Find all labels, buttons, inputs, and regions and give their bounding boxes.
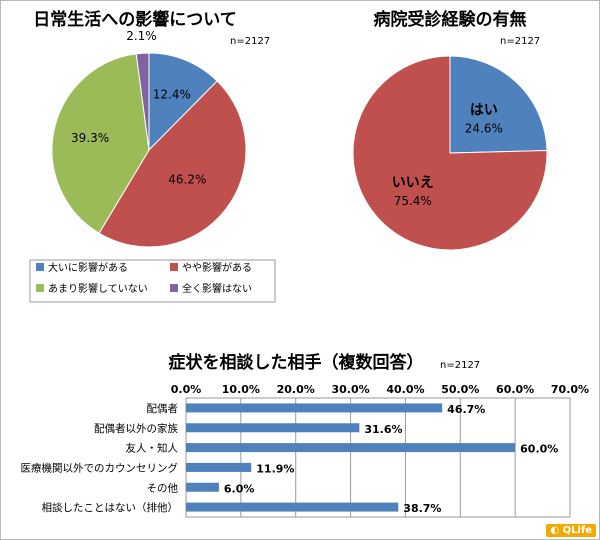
bar-tick-label-0: 0.0% bbox=[171, 383, 202, 396]
pie2-slice-label-1: 75.4% bbox=[394, 194, 432, 208]
bar-category-4: その他 bbox=[147, 481, 179, 494]
pie2-slice-label-0: 24.6% bbox=[465, 121, 503, 135]
pie2-slice-name-1: いいえ bbox=[392, 175, 434, 191]
bar-value-labels: 46.7% 31.6% 60.0% 11.9%6.0% 38.7% bbox=[224, 403, 558, 515]
bar-category-5: 相談したことはない（排他） bbox=[42, 501, 179, 514]
brand-text: QLife bbox=[562, 525, 592, 536]
bar-5 bbox=[186, 502, 399, 512]
pie1-legend-swatch-0 bbox=[36, 263, 44, 271]
bar-plot-border bbox=[185, 397, 571, 518]
brand-badge: ◐ QLife bbox=[546, 524, 596, 537]
pie1-legend-label-2: あまり影響していない bbox=[48, 282, 148, 295]
bar-value-0: 46.7% bbox=[447, 403, 485, 416]
pie1-legend-swatch-1 bbox=[170, 263, 178, 271]
pie1-slice-label-2: 39.3% bbox=[71, 131, 109, 145]
bar-tick-label-7: 70.0% bbox=[551, 383, 589, 396]
bar-category-2: 友人・知人 bbox=[126, 442, 179, 455]
bar-axis-ticks: 0.0% 10.0% 20.0% 30.0% 40.0% 50.0% 60.0% 70.0% bbox=[171, 383, 589, 396]
bar-tick-label-3: 30.0% bbox=[331, 383, 369, 396]
bar-tick-label-4: 40.0% bbox=[386, 383, 424, 396]
pie1-legend-swatch-2 bbox=[36, 284, 44, 292]
pie1-slice-3 bbox=[135, 52, 150, 151]
pie2-slice-1 bbox=[352, 55, 548, 251]
bar-2 bbox=[186, 443, 516, 453]
bar-0 bbox=[186, 403, 443, 413]
pie1-slice-2 bbox=[51, 53, 150, 234]
bar-tick-label-5: 50.0% bbox=[441, 383, 479, 396]
bar-gridlines bbox=[185, 397, 571, 518]
bar-category-labels: 配偶者配偶者以外の家族友人・知人医療機関以外でのカウンセリングその他相談したこと… bbox=[21, 402, 179, 514]
pie1-legend-label-0: 大いに影響がある bbox=[48, 261, 128, 274]
bar-value-4: 6.0% bbox=[224, 482, 255, 495]
pie1-slice-0 bbox=[148, 52, 218, 152]
pie1-labels: 12.4% 46.2% 39.3% 2.1% bbox=[71, 29, 206, 187]
pie1-n-label: n=2127 bbox=[230, 36, 270, 47]
bar-series bbox=[186, 403, 516, 512]
pie2-slice-name-0: はい bbox=[470, 102, 498, 118]
pie1-legend-label-3: 全く影響はない bbox=[182, 282, 252, 295]
bar-tick-label-2: 20.0% bbox=[277, 383, 315, 396]
pie2-slices bbox=[352, 55, 548, 251]
bar-4 bbox=[186, 482, 219, 492]
bar-category-0: 配偶者 bbox=[147, 402, 179, 415]
pie1-legend-swatch-3 bbox=[170, 284, 178, 292]
bar-value-3: 11.9% bbox=[256, 462, 294, 475]
bar-n-label: n=2127 bbox=[440, 360, 480, 371]
bar-tick-label-1: 10.0% bbox=[222, 383, 260, 396]
bar-category-3: 医療機関以外でのカウンセリング bbox=[21, 461, 179, 474]
pie2-slice-0 bbox=[449, 55, 548, 154]
pie1-slice-label-3: 2.1% bbox=[126, 29, 157, 43]
pie1-legend-label-1: やや影響がある bbox=[182, 261, 252, 274]
pie1-slice-label-0: 12.4% bbox=[153, 87, 191, 101]
bar-3 bbox=[186, 462, 252, 472]
pie1-slice-label-1: 46.2% bbox=[168, 173, 206, 187]
pie2-labels: はい 24.6% いいえ 75.4% bbox=[392, 102, 503, 208]
pie1-slices bbox=[51, 52, 247, 248]
pie1-title: 日常生活への影響について bbox=[33, 9, 237, 30]
pie2-n-label: n=2127 bbox=[500, 36, 540, 47]
bar-value-5: 38.7% bbox=[403, 502, 441, 515]
chat-bubble-icon: ◐ bbox=[550, 525, 563, 536]
bar-value-1: 31.6% bbox=[364, 423, 402, 436]
bar-title: 症状を相談した相手（複数回答） bbox=[169, 352, 424, 373]
bar-category-1: 配偶者以外の家族 bbox=[94, 422, 178, 435]
bar-value-2: 60.0% bbox=[520, 443, 558, 456]
bar-tick-label-6: 60.0% bbox=[496, 383, 534, 396]
pie1-legend-box bbox=[29, 259, 276, 303]
pie2-title: 病院受診経験の有無 bbox=[374, 9, 527, 30]
bar-1 bbox=[186, 423, 360, 433]
pie1-slice-1 bbox=[98, 80, 247, 248]
